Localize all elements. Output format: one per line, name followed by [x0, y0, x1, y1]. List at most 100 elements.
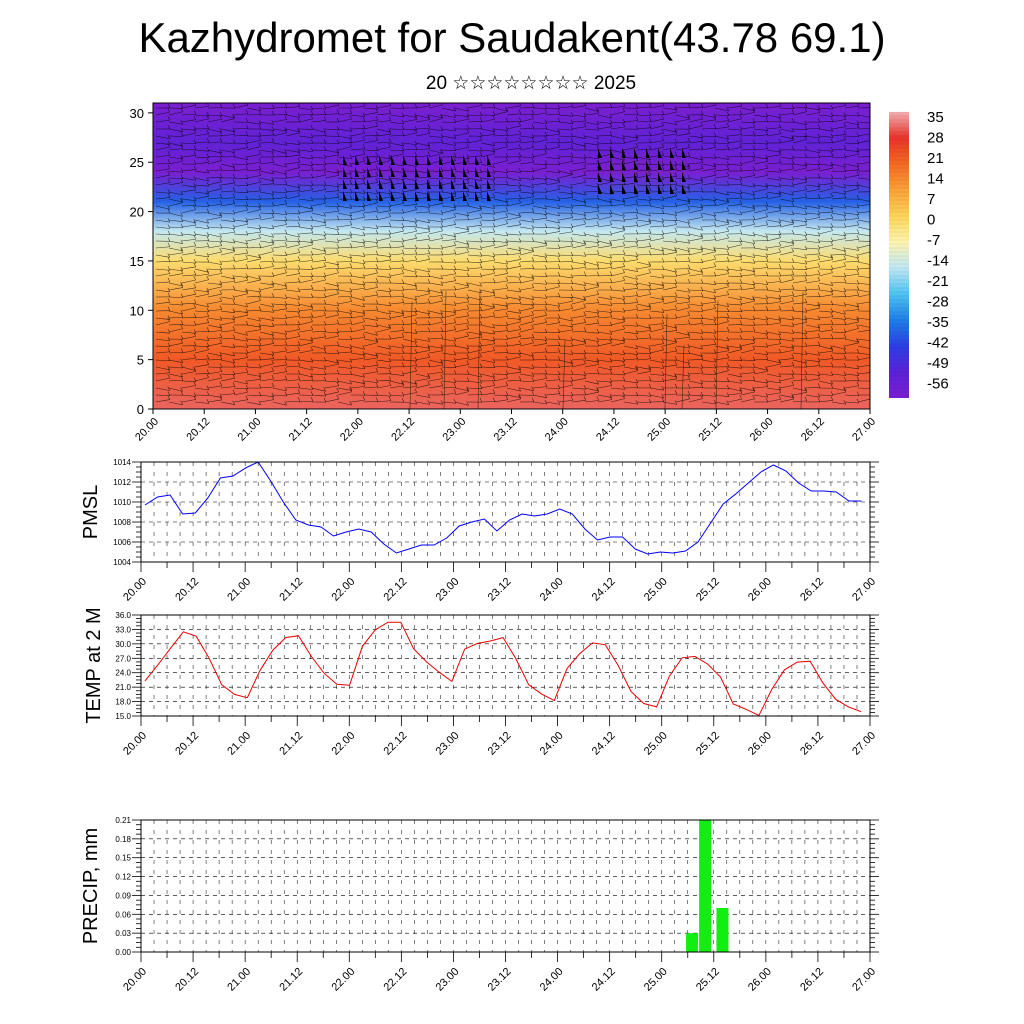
- wind-barb: [584, 217, 599, 221]
- wind-barb-flag: [791, 136, 794, 141]
- colorbar-label: 21: [927, 150, 944, 167]
- wind-barb-flag: [336, 171, 340, 176]
- wind-barb: [662, 300, 677, 305]
- wind-barb-flag: [219, 289, 222, 295]
- wind-barb: [389, 191, 404, 194]
- wind-barb-flag: [258, 150, 261, 155]
- wind-barb-flag: [583, 177, 586, 183]
- wind-barb: [779, 139, 794, 144]
- wind-barb-flag: [752, 220, 755, 225]
- wind-barb-flag: [830, 133, 834, 138]
- wind-barb-flag: [765, 154, 769, 160]
- wind-barb-flag: [856, 150, 859, 155]
- wind-barb: [428, 230, 443, 235]
- wind-barb-flag: [726, 218, 729, 223]
- wind-barb-flag: [167, 287, 171, 293]
- heatmap-x-tick-label: 22.00: [338, 416, 366, 444]
- heatmap-x-tick-label: 27.00: [850, 416, 878, 444]
- colorbar-label: 35: [927, 109, 944, 126]
- wind-barb: [467, 149, 482, 152]
- wind-barb-flag: [700, 110, 704, 115]
- wind-barb: [662, 240, 677, 243]
- wind-barb: [506, 253, 521, 256]
- wind-barb: [207, 293, 222, 298]
- wind-barb-flag: [401, 226, 404, 232]
- wind-barb: [233, 289, 248, 293]
- wind-barb-flag: [713, 187, 717, 192]
- wind-barb-flag: [661, 295, 664, 300]
- wind-barb: [389, 149, 404, 152]
- wind-barb: [701, 127, 716, 130]
- wind-barb: [662, 212, 677, 216]
- wind-barb: [402, 225, 417, 228]
- wind-barb-flag: [375, 229, 379, 234]
- wind-barb: [298, 303, 313, 308]
- wind-barb-flag: [258, 291, 262, 297]
- wind-barb-flag: [739, 266, 743, 272]
- wind-barb: [467, 162, 482, 165]
- wind-barb-flag: [297, 295, 301, 300]
- wind-barb-flag: [180, 269, 184, 274]
- wind-barb: [168, 233, 183, 237]
- wind-barb-flag: [427, 114, 430, 119]
- wind-barb-flag: [505, 156, 508, 161]
- wind-barb: [818, 196, 833, 200]
- wind-barb: [688, 273, 703, 277]
- wind-barb: [220, 163, 235, 168]
- heatmap-fill: [153, 103, 870, 409]
- wind-barb-flag: [817, 292, 821, 297]
- wind-barb-flag: [856, 270, 860, 275]
- wind-barb-flag: [791, 218, 794, 223]
- wind-barb-flag: [492, 291, 496, 296]
- wind-barb: [558, 275, 573, 279]
- wind-barb: [727, 163, 742, 166]
- wind-barb-flag: [232, 217, 236, 222]
- wind-barb-flag: [440, 222, 444, 228]
- wind-barb-flag: [414, 152, 418, 157]
- wind-barb-flag: [297, 269, 301, 274]
- wind-barb: [233, 252, 248, 256]
- wind-barb-flag: [297, 265, 301, 270]
- wind-barb: [649, 140, 664, 144]
- wind-barb-flag: [544, 131, 548, 137]
- wind-barb: [454, 177, 469, 181]
- wind-barb: [350, 153, 365, 158]
- wind-barb-flag: [193, 115, 197, 120]
- wind-barb: [493, 261, 508, 265]
- wind-barb: [259, 251, 274, 256]
- wind-barb-flag: [518, 220, 522, 225]
- wind-barb: [376, 128, 391, 133]
- wind-barb-flag: [336, 132, 340, 137]
- wind-barb-flag: [479, 205, 482, 210]
- wind-barb: [389, 246, 404, 249]
- wind-barb-flag: [817, 276, 821, 281]
- wind-barb-flag: [662, 103, 665, 106]
- wind-barb-flag: [232, 285, 236, 290]
- wind-barb: [714, 273, 729, 277]
- wind-barb: [636, 205, 652, 207]
- wind-barb: [662, 189, 677, 193]
- wind-barb: [584, 121, 599, 126]
- wind-barb: [857, 244, 870, 249]
- wind-barb-flag: [609, 212, 612, 217]
- wind-barb-flag: [206, 182, 210, 187]
- wind-barb: [805, 226, 820, 230]
- wind-barb: [766, 301, 781, 305]
- wind-barb-flag: [180, 223, 184, 229]
- wind-barb-flag: [310, 125, 314, 130]
- wind-barb: [207, 300, 222, 305]
- wind-barb: [766, 245, 781, 249]
- wind-barb: [233, 156, 248, 160]
- wind-barb: [363, 161, 378, 165]
- wind-barb-flag: [739, 103, 743, 107]
- wind-barb-flag: [661, 142, 664, 148]
- wind-barb-flag: [414, 249, 418, 255]
- wind-barb: [714, 294, 729, 298]
- wind-barb: [532, 296, 547, 299]
- wind-barb-flag: [557, 257, 561, 262]
- wind-barb-flag: [713, 271, 717, 277]
- wind-barb-flag: [726, 220, 729, 225]
- wind-barb-flag: [492, 210, 496, 215]
- wind-barb: [324, 163, 339, 165]
- wind-barb-flag: [843, 153, 847, 159]
